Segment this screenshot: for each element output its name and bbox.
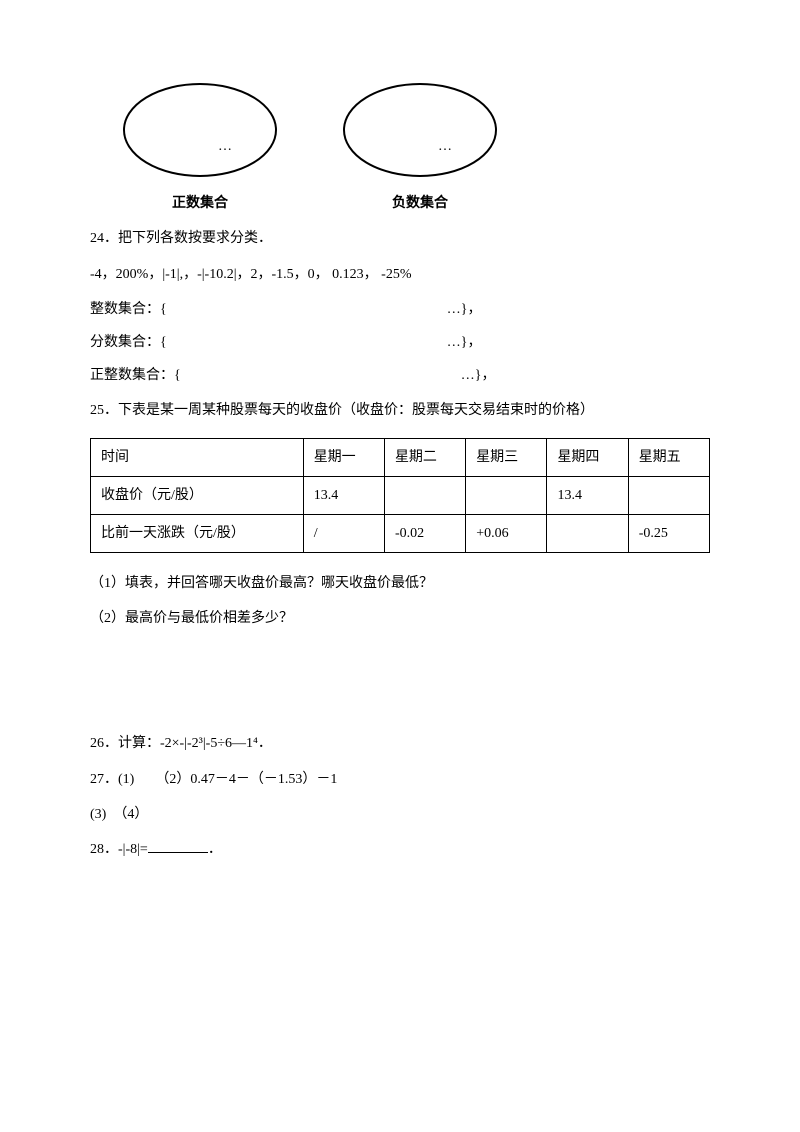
table-cell: 比前一天涨跌（元/股） — [91, 514, 304, 552]
table-header: 时间 — [91, 438, 304, 476]
set-close: …}， — [447, 297, 482, 322]
table-cell — [466, 476, 547, 514]
q25-sub1: （1）填表，并回答哪天收盘价最高？哪天收盘价最低？ — [90, 571, 710, 596]
negative-set-label: 负数集合 — [392, 191, 448, 216]
set-fill — [181, 363, 461, 388]
table-cell: 13.4 — [547, 476, 628, 514]
table-header: 星期三 — [466, 438, 547, 476]
q27-line1: 27．(1) （2）0.47－4－（－1.53）－1 — [90, 767, 710, 792]
table-cell: -0.25 — [628, 514, 709, 552]
table-cell: / — [303, 514, 384, 552]
q26: 26．计算：-2×-|-2³|-5÷6—1⁴． — [90, 731, 710, 756]
q28-suffix: ． — [208, 842, 222, 857]
table-header: 星期四 — [547, 438, 628, 476]
table-cell — [547, 514, 628, 552]
set-label: 正整数集合：{ — [90, 363, 181, 388]
table-cell: +0.06 — [466, 514, 547, 552]
q24-stem: 24．把下列各数按要求分类． — [90, 226, 710, 251]
set-close: …}， — [461, 363, 496, 388]
q24-set-row: 正整数集合：{ …}， — [90, 363, 710, 388]
stock-table: 时间 星期一 星期二 星期三 星期四 星期五 收盘价（元/股） 13.4 13.… — [90, 438, 710, 554]
table-header: 星期五 — [628, 438, 709, 476]
oval-icon — [340, 80, 500, 180]
q24-set-row: 整数集合：{ …}， — [90, 297, 710, 322]
set-label: 分数集合：{ — [90, 330, 167, 355]
set-close: …}， — [447, 330, 482, 355]
table-header: 星期一 — [303, 438, 384, 476]
set-label: 整数集合：{ — [90, 297, 167, 322]
set-fill — [167, 330, 447, 355]
q24-set-row: 分数集合：{ …}， — [90, 330, 710, 355]
table-cell — [384, 476, 465, 514]
q28: 28．-|-8|= ． — [90, 837, 710, 862]
table-row: 收盘价（元/股） 13.4 13.4 — [91, 476, 710, 514]
table-cell — [628, 476, 709, 514]
negative-set-oval: … 负数集合 — [340, 80, 500, 216]
q28-prefix: 28．-|-8|= — [90, 842, 148, 857]
table-row: 比前一天涨跌（元/股） / -0.02 +0.06 -0.25 — [91, 514, 710, 552]
q25-stem: 25．下表是某一周某种股票每天的收盘价（收盘价：股票每天交易结束时的价格） — [90, 398, 710, 423]
table-cell: 收盘价（元/股） — [91, 476, 304, 514]
table-header: 星期二 — [384, 438, 465, 476]
positive-set-oval: … 正数集合 — [120, 80, 280, 216]
q27-line2: (3) （4） — [90, 802, 710, 827]
table-row: 时间 星期一 星期二 星期三 星期四 星期五 — [91, 438, 710, 476]
positive-set-label: 正数集合 — [172, 191, 228, 216]
set-fill — [167, 297, 447, 322]
spacer — [90, 641, 710, 721]
set-diagrams: … 正数集合 … 负数集合 — [120, 80, 710, 216]
oval-icon — [120, 80, 280, 180]
blank-underline — [148, 839, 208, 853]
oval-dots: … — [340, 134, 500, 159]
q24-numbers: -4，200%，|-1|,，-|-10.2|，2，-1.5，0， 0.123， … — [90, 262, 710, 287]
oval-dots: … — [120, 134, 280, 159]
q25-sub2: （2）最高价与最低价相差多少？ — [90, 606, 710, 631]
table-cell: -0.02 — [384, 514, 465, 552]
table-cell: 13.4 — [303, 476, 384, 514]
